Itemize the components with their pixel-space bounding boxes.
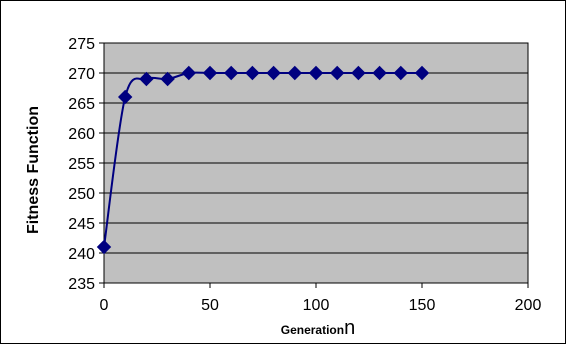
x-tick-label: 0 xyxy=(100,297,109,314)
data-point-7 xyxy=(245,65,260,81)
data-point-9 xyxy=(287,65,303,81)
y-tick-labels: 235 240 245 250 255 260 265 270 275 xyxy=(68,36,95,293)
x-axis-label-main: Generation xyxy=(281,323,344,337)
x-tick-label: 100 xyxy=(303,297,330,314)
y-tick-label: 275 xyxy=(68,36,95,53)
data-point-2 xyxy=(139,71,154,87)
x-tick-label: 150 xyxy=(409,297,436,314)
data-point-15 xyxy=(414,65,430,81)
y-tick-label: 235 xyxy=(68,276,95,293)
data-point-10 xyxy=(308,65,324,81)
data-point-11 xyxy=(329,65,345,81)
x-tick-labels: 0 50 100 150 200 xyxy=(100,297,542,314)
x-axis-label: Generationn xyxy=(281,317,355,339)
x-tick-label: 50 xyxy=(201,297,219,314)
data-point-8 xyxy=(266,65,281,81)
y-tick-label: 270 xyxy=(68,66,95,83)
data-point-6 xyxy=(223,65,239,81)
data-point-0 xyxy=(96,239,112,255)
x-axis-label-last-char: n xyxy=(344,317,355,339)
series-markers xyxy=(96,65,430,255)
x-tick-label: 200 xyxy=(515,297,542,314)
y-tick-label: 255 xyxy=(68,156,95,173)
data-point-13 xyxy=(372,65,387,81)
data-point-12 xyxy=(351,65,366,81)
data-point-3 xyxy=(160,71,175,87)
data-point-4 xyxy=(181,65,197,81)
y-tick-label: 245 xyxy=(68,216,95,233)
data-point-14 xyxy=(393,65,409,81)
data-point-5 xyxy=(202,65,218,81)
y-tick-label: 250 xyxy=(68,186,95,203)
y-axis-label: Fitness Function xyxy=(25,106,42,234)
y-tick-label: 260 xyxy=(68,126,95,143)
grid-lines xyxy=(104,42,528,254)
data-point-1 xyxy=(117,89,133,105)
y-tick-label: 240 xyxy=(68,246,95,263)
y-tick-label: 265 xyxy=(68,96,95,113)
